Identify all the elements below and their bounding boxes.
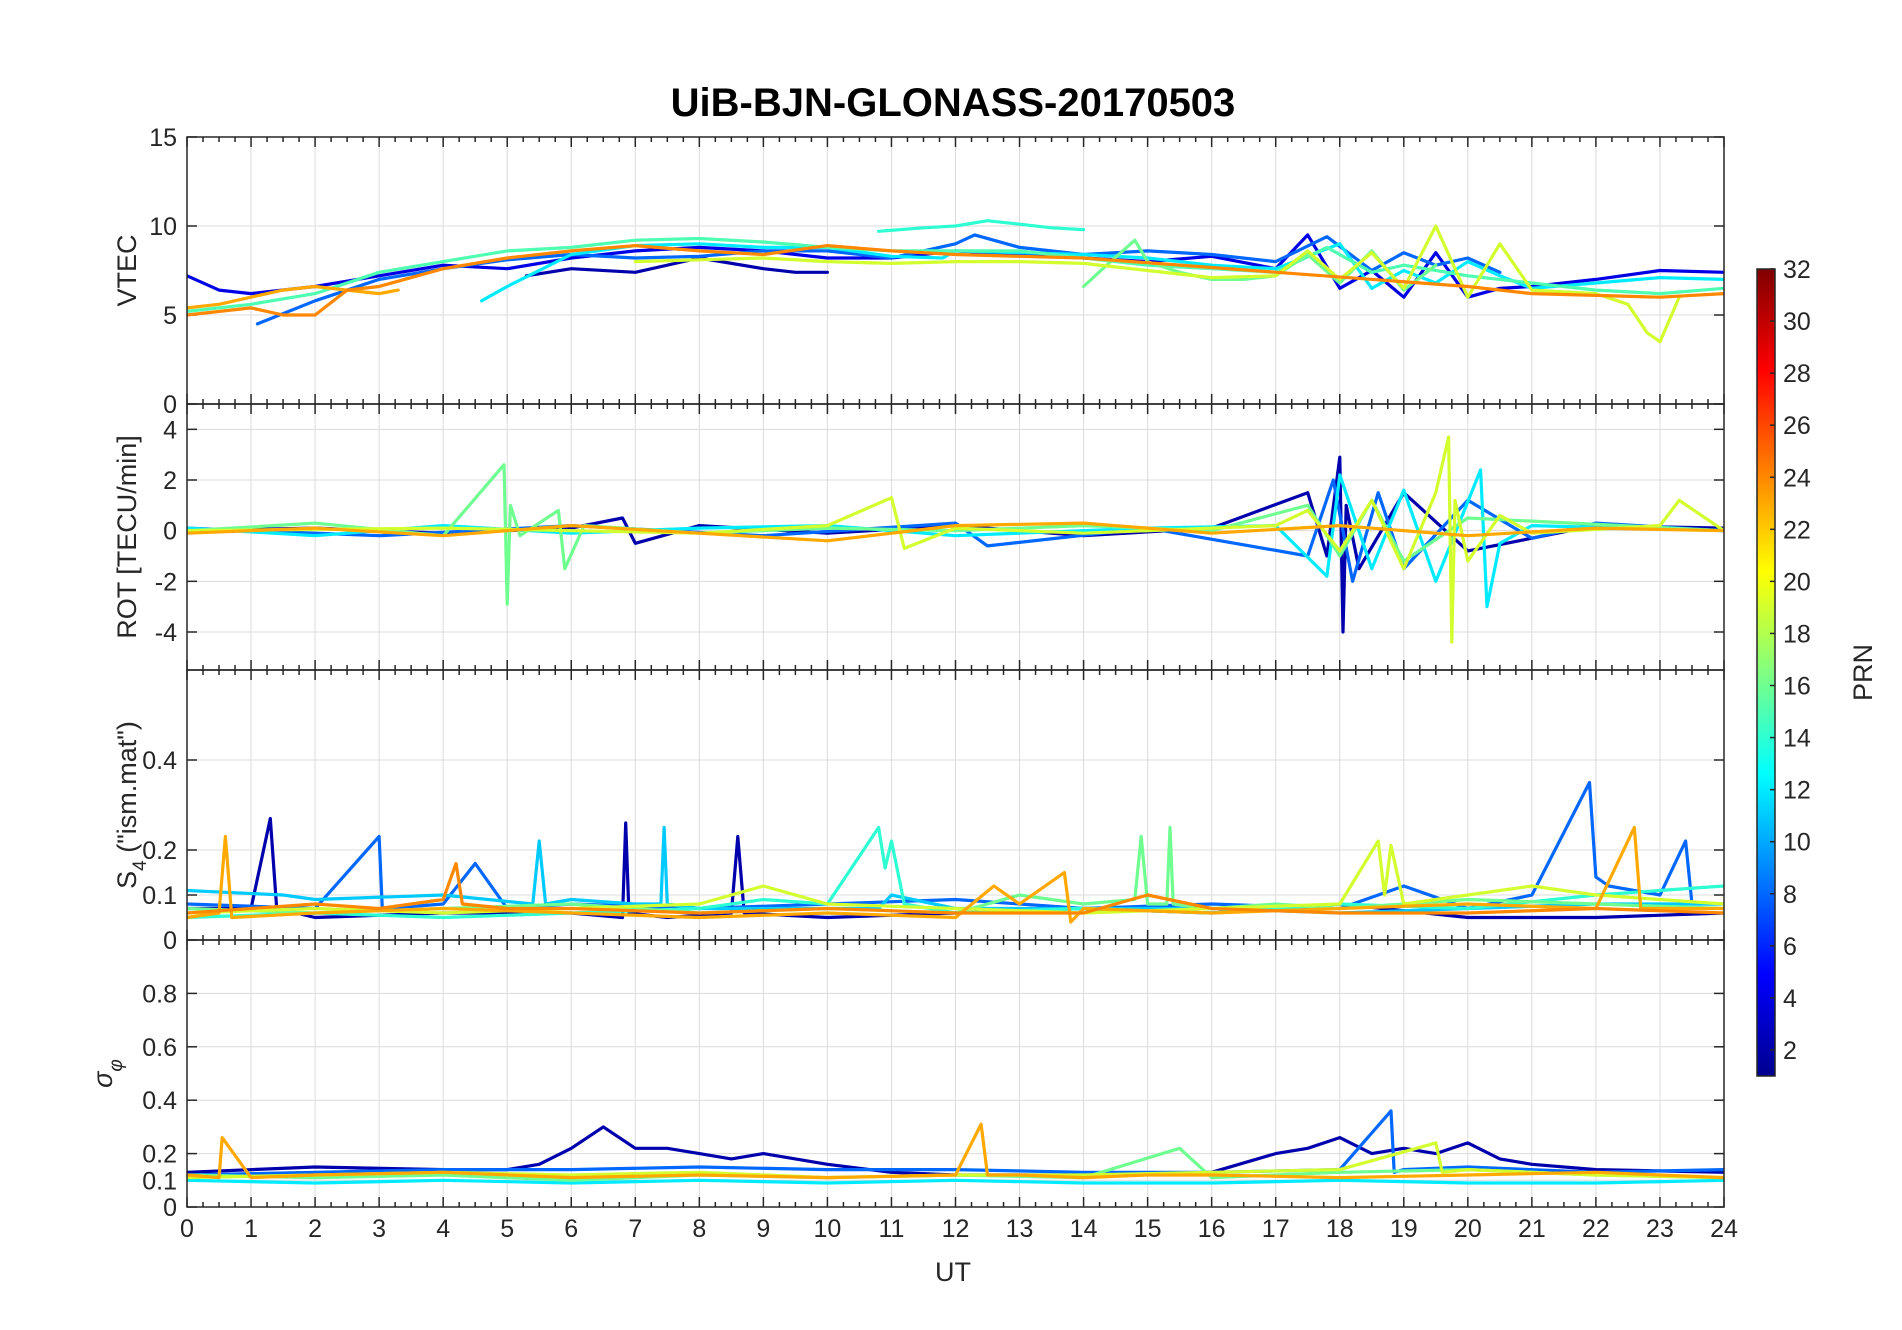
series-line-prn-23: [187, 284, 400, 310]
colorbar-tick-label: 22: [1783, 516, 1811, 544]
x-tick-label: 19: [1390, 1215, 1418, 1243]
panel-s4: 0 0.1 0.2 0.4S4 ("ism.mat"): [112, 669, 1725, 955]
x-tick-label: 17: [1262, 1215, 1290, 1243]
colorbar-tick-label: 4: [1783, 985, 1797, 1013]
y-axis-label-rot: ROT [TECU/min]: [112, 435, 142, 639]
x-tick-label: 20: [1454, 1215, 1482, 1243]
colorbar-tick-label: 16: [1783, 673, 1811, 701]
series-line-prn-12: [187, 468, 1724, 609]
panel-rot: -4 -2 0 2 4 ROT [TECU/min]: [112, 403, 1725, 671]
y-tick-label-vtec: 0: [163, 391, 177, 419]
y-tick-label-rot: 2: [163, 467, 177, 495]
x-tick-label: 9: [756, 1215, 770, 1243]
y-tick-label-rot: -4: [155, 619, 177, 647]
x-tick-label: 4: [436, 1215, 450, 1243]
x-tick-label: 24: [1710, 1215, 1738, 1243]
colorbar-label: PRN: [1848, 644, 1878, 701]
x-axis-label: UT: [935, 1257, 971, 1287]
colorbar-tick-label: 12: [1783, 777, 1811, 805]
series-line-prn-23: [187, 1122, 1724, 1180]
x-tick-label: 14: [1070, 1215, 1098, 1243]
y-tick-label-s4: 0.2: [142, 837, 177, 865]
y-tick-label-vtec: 15: [149, 124, 177, 152]
x-tick-label: 13: [1006, 1215, 1034, 1243]
colorbar-tick-label: 28: [1783, 360, 1811, 388]
x-tick-label: 10: [814, 1215, 842, 1243]
y-axis-label-sigma_phi: σφ: [88, 1059, 127, 1088]
x-tick-label: 22: [1582, 1215, 1610, 1243]
series-line-prn-14: [877, 219, 1086, 233]
y-tick-label-rot: -2: [155, 568, 177, 596]
y-axis-label-s4: S4 ("ism.mat"): [112, 721, 151, 889]
y-tick-label-s4: 0: [163, 927, 177, 955]
series-line-prn-2: [524, 256, 829, 278]
series-group-vtec: [187, 219, 1724, 344]
y-tick-label-sigma_phi: 0: [163, 1194, 177, 1222]
colorbar-tick-label: 26: [1783, 412, 1811, 440]
series-line-prn-12: [480, 242, 1724, 303]
x-tick-label: 23: [1646, 1215, 1674, 1243]
x-tick-label: 1: [244, 1215, 258, 1243]
series-line-prn-24: [187, 861, 1724, 915]
y-tick-label-rot: 4: [163, 416, 177, 444]
colorbar-tick-label: 30: [1783, 308, 1811, 336]
y-tick-label-s4: 0.1: [142, 882, 177, 910]
chart-title: UiB-BJN-GLONASS-20170503: [671, 81, 1236, 125]
y-tick-label-vtec: 5: [163, 302, 177, 330]
axes-box-sigma_phi: [186, 939, 1725, 1208]
y-tick-label-sigma_phi: 0.1: [142, 1167, 177, 1195]
colorbar-tick-label: 2: [1783, 1037, 1797, 1065]
colorbar-tick-label: 14: [1783, 725, 1811, 753]
x-tick-label: 15: [1134, 1215, 1162, 1243]
x-tick-label: 21: [1518, 1215, 1546, 1243]
series-line-prn-2: [187, 1125, 1724, 1177]
y-tick-label-sigma_phi: 0.2: [142, 1141, 177, 1169]
y-tick-label-vtec: 10: [149, 213, 177, 241]
series-group-sigma_phi: [187, 1109, 1724, 1185]
colorbar-tick-label: 10: [1783, 829, 1811, 857]
panel-vtec: 0 5 10 15 VTEC: [112, 124, 1725, 419]
colorbar-gradient: [1756, 268, 1776, 1077]
series-line-prn-23: [187, 521, 1724, 543]
x-tick-label: 16: [1198, 1215, 1226, 1243]
x-tick-label: 2: [308, 1215, 322, 1243]
y-tick-label-sigma_phi: 0.4: [142, 1087, 177, 1115]
y-axis-label-vtec: VTEC: [112, 234, 142, 306]
x-tick-label: 8: [692, 1215, 706, 1243]
colorbar-tick-label: 32: [1783, 256, 1811, 284]
x-tick-label: 5: [500, 1215, 514, 1243]
panel-sigma_phi: 00.10.2 0.4 0.6 0.8 σφ: [88, 939, 1725, 1222]
series-group-s4: [187, 780, 1724, 924]
colorbar-tick-label: 6: [1783, 933, 1797, 961]
series-line-prn-16: [1082, 238, 1438, 292]
series-line-prn-12: [187, 1178, 1724, 1185]
series-line-prn-23: [187, 825, 1724, 924]
series-group-rot: [187, 435, 1724, 644]
y-tick-label-rot: 0: [163, 518, 177, 546]
x-tick-label: 0: [180, 1215, 194, 1243]
y-tick-label-sigma_phi: 0.8: [142, 980, 177, 1008]
x-tick-label: 6: [564, 1215, 578, 1243]
series-line-prn-24: [187, 244, 1724, 317]
x-tick-label: 7: [628, 1215, 642, 1243]
x-tick-label: 18: [1326, 1215, 1354, 1243]
y-tick-label-s4: 0.4: [142, 747, 177, 775]
colorbar-tick-label: 18: [1783, 620, 1811, 648]
x-tick-label: 11: [878, 1215, 904, 1243]
colorbar-tick-label: 20: [1783, 568, 1811, 596]
colorbar-tick-label: 8: [1783, 881, 1797, 909]
x-tick-label: 3: [372, 1215, 386, 1243]
series-line-prn-19: [187, 435, 1724, 644]
x-tick-label: 12: [942, 1215, 970, 1243]
colorbar-tick-label: 24: [1783, 464, 1811, 492]
y-tick-label-sigma_phi: 0.6: [142, 1034, 177, 1062]
